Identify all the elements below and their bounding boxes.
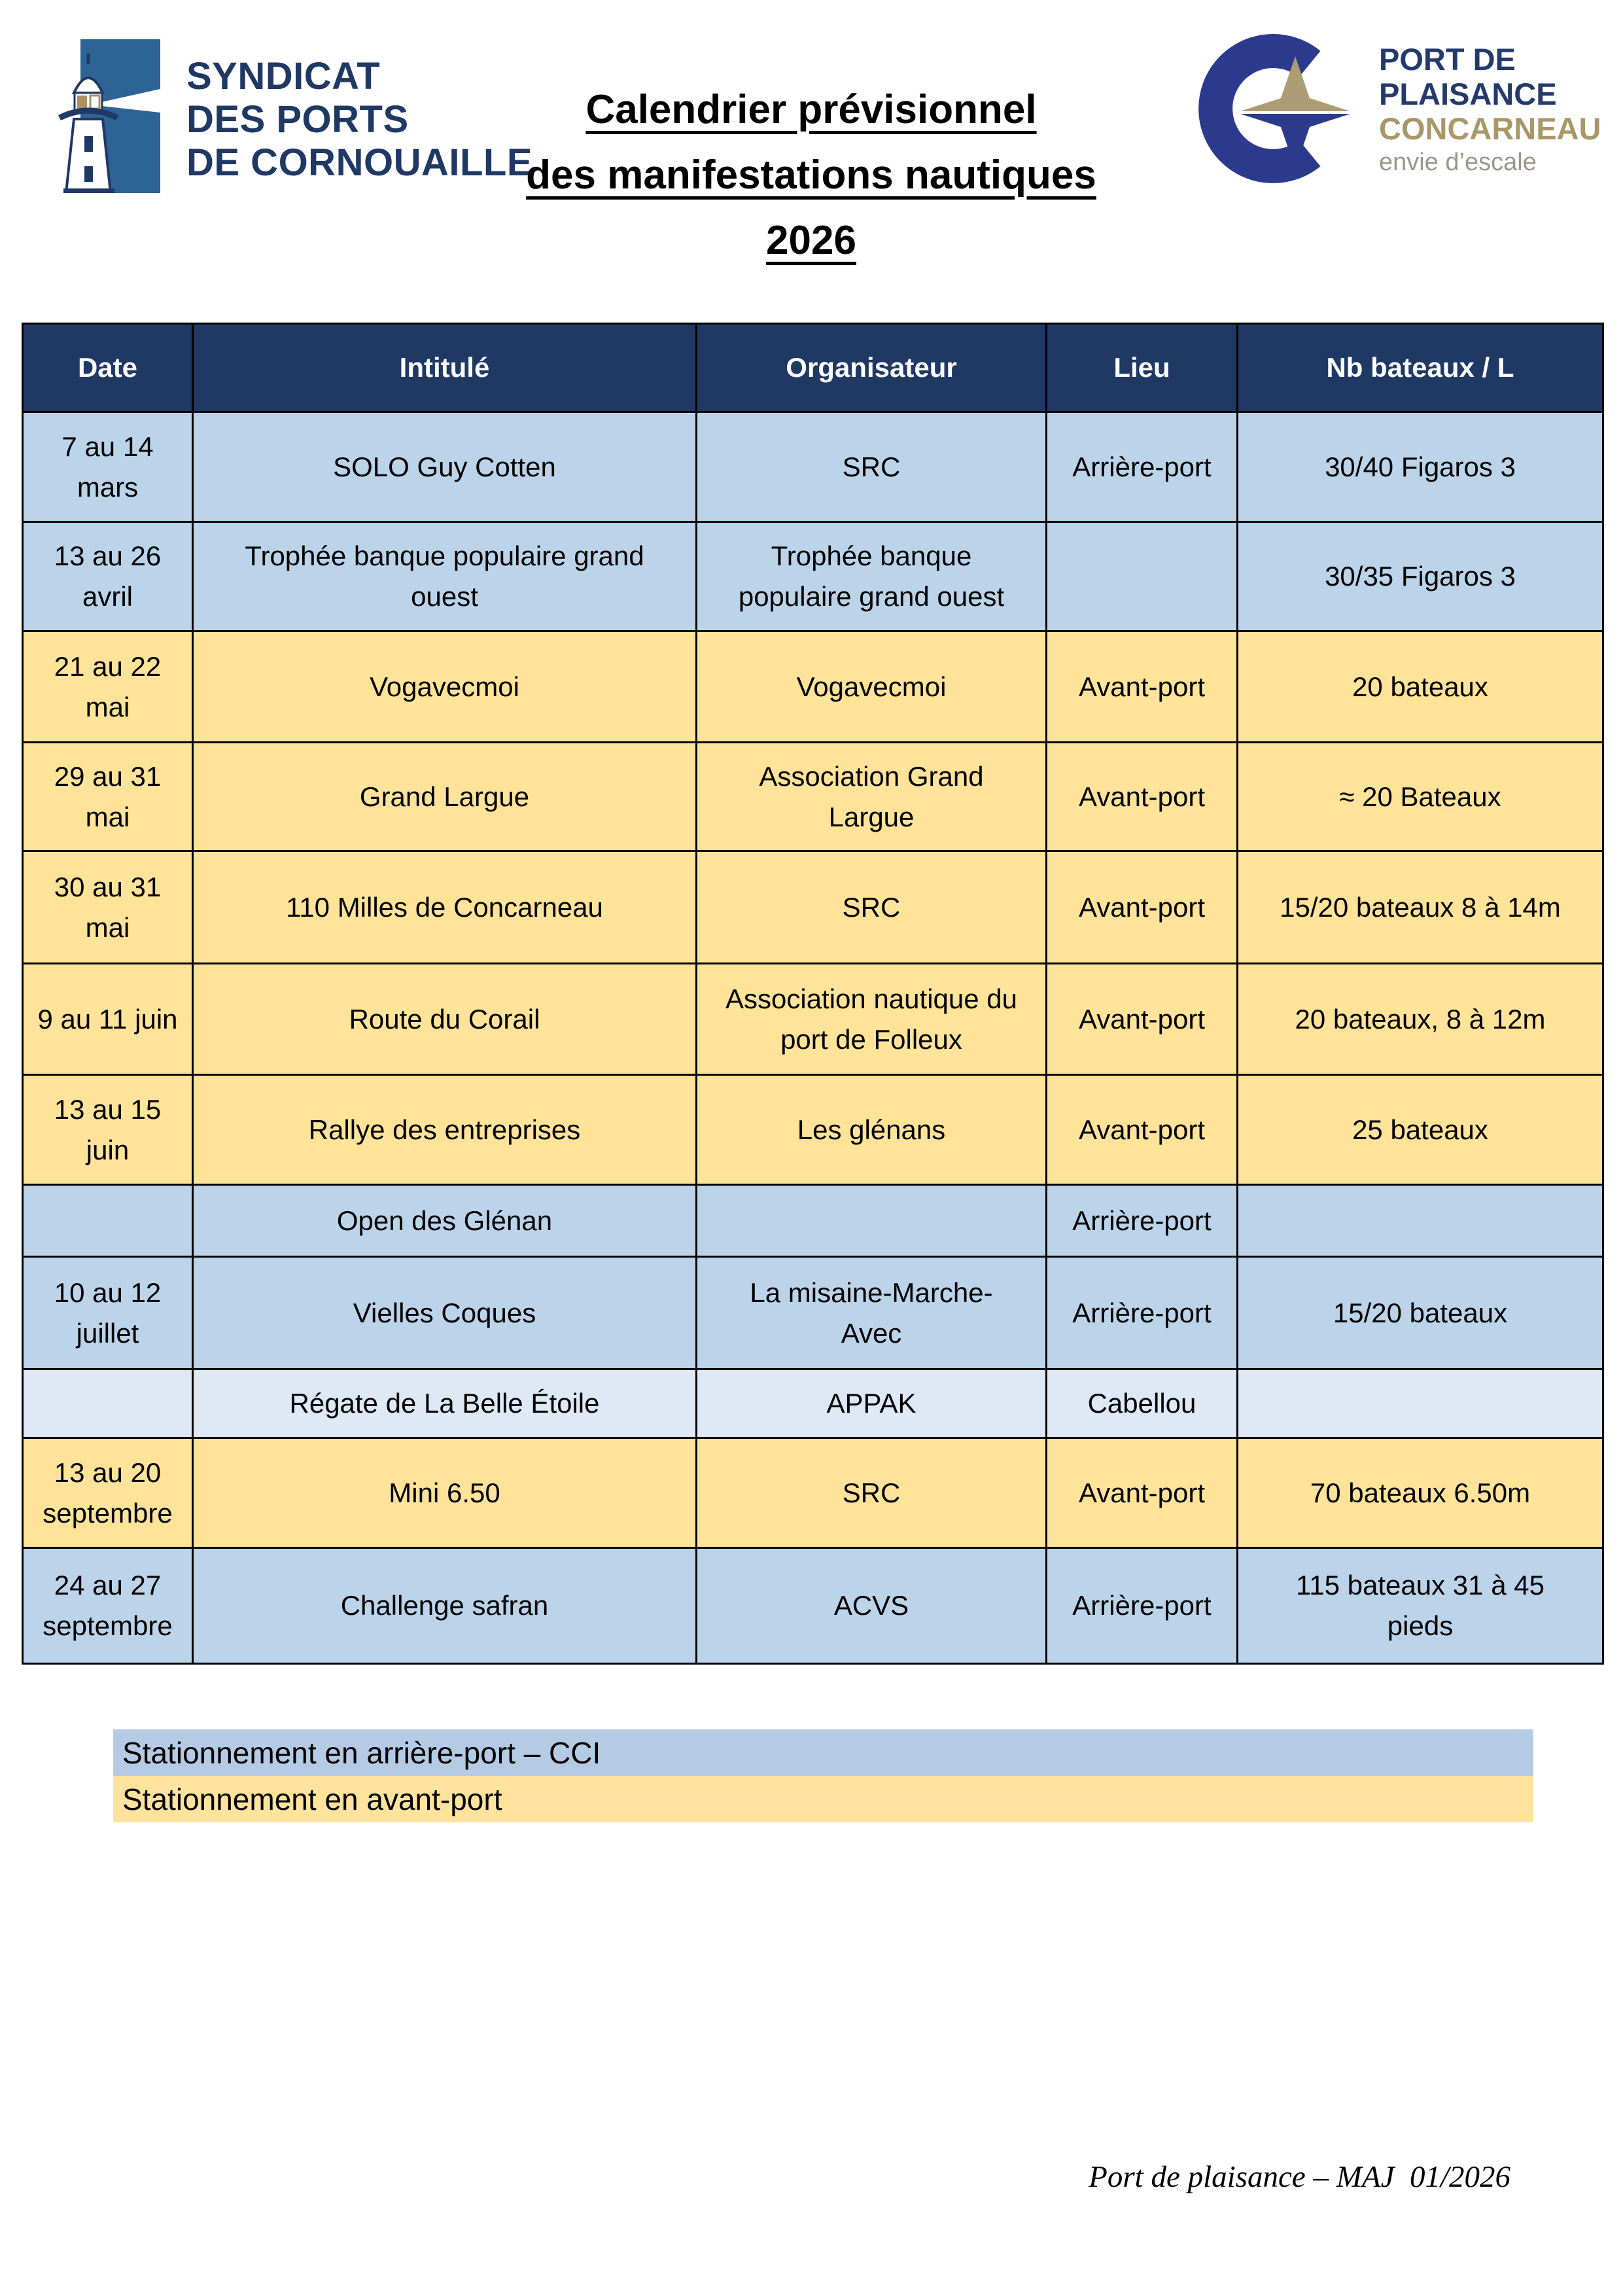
cell-intitule: 110 Milles de Concarneau [192, 850, 697, 964]
cell-date: 13 au 26 avril [22, 521, 194, 632]
cell-lieu: Arrière-port [1045, 411, 1238, 523]
cell-date [22, 1184, 194, 1258]
table-row: 10 au 12 juillet Vielles Coques La misai… [22, 1256, 1604, 1370]
cell-intitule: Vielles Coques [192, 1256, 697, 1370]
cell-lieu: Avant-port [1045, 850, 1238, 964]
cell-lieu: Cabellou [1045, 1368, 1238, 1439]
cell-lieu: Arrière-port [1045, 1184, 1238, 1258]
cell-lieu: Avant-port [1045, 630, 1238, 743]
column-header-date: Date [22, 323, 194, 413]
cell-organisateur [695, 1184, 1047, 1258]
cell-nb: 15/20 bateaux 8 à 14m [1236, 850, 1604, 964]
cell-lieu: Avant-port [1045, 963, 1238, 1076]
cell-date: 24 au 27 septembre [22, 1547, 194, 1665]
cell-nb: 25 bateaux [1236, 1074, 1604, 1186]
cell-organisateur: SRC [695, 1437, 1047, 1549]
port-plaisance-text: PORT DE PLAISANCE CONCARNEAU envie d’esc… [1379, 42, 1601, 179]
cell-organisateur: SRC [695, 850, 1047, 964]
cell-intitule: Challenge safran [192, 1547, 697, 1665]
column-header-nb-bateaux: Nb bateaux / L [1236, 323, 1604, 413]
cell-date: 7 au 14 mars [22, 411, 194, 523]
cell-lieu: Avant-port [1045, 1437, 1238, 1549]
cell-nb: 15/20 bateaux [1236, 1256, 1604, 1370]
cell-organisateur: APPAK [695, 1368, 1047, 1439]
cell-nb: 20 bateaux [1236, 630, 1604, 743]
footer-note: Port de plaisance – MAJ 01/2026 [1089, 2160, 1510, 2194]
table-row: 9 au 11 juin Route du Corail Association… [22, 963, 1604, 1076]
cell-date: 13 au 15 juin [22, 1074, 194, 1186]
cell-intitule: Grand Largue [192, 741, 697, 852]
cell-lieu [1045, 521, 1238, 632]
title-line-2: des manifestations nautiques [526, 152, 1096, 198]
table-row: 21 au 22 mai Vogavecmoi Vogavecmoi Avant… [22, 630, 1604, 743]
column-header-organisateur: Organisateur [695, 323, 1047, 413]
column-header-lieu: Lieu [1045, 323, 1238, 413]
port-text-line-1: PORT DE [1379, 42, 1516, 77]
cell-nb [1236, 1184, 1604, 1258]
cell-lieu: Arrière-port [1045, 1547, 1238, 1665]
cell-intitule: Mini 6.50 [192, 1437, 697, 1549]
port-plaisance-logo [1185, 30, 1369, 194]
cell-nb [1236, 1368, 1604, 1439]
cell-intitule: Trophée banque populaire grand ouest [192, 521, 697, 632]
table-header-row: Date Intitulé Organisateur Lieu Nb batea… [22, 323, 1604, 413]
table-row: Open des Glénan Arrière-port [22, 1184, 1604, 1258]
cell-intitule: Vogavecmoi [192, 630, 697, 743]
cell-date: 13 au 20 septembre [22, 1437, 194, 1549]
cell-date: 10 au 12 juillet [22, 1256, 194, 1370]
cell-organisateur: Vogavecmoi [695, 630, 1047, 743]
cell-organisateur: SRC [695, 411, 1047, 523]
cell-date: 29 au 31 mai [22, 741, 194, 852]
syndicat-logo-text: SYNDICAT DES PORTS DE CORNOUAILLE [186, 55, 532, 184]
port-text-line-2: PLAISANCE [1379, 77, 1557, 111]
table-row: 30 au 31 mai 110 Milles de Concarneau SR… [22, 850, 1604, 964]
lighthouse-icon [56, 39, 170, 196]
cell-organisateur: Association Grand Largue [695, 741, 1047, 852]
cell-lieu: Arrière-port [1045, 1256, 1238, 1370]
events-table: Date Intitulé Organisateur Lieu Nb batea… [22, 323, 1604, 1665]
cell-organisateur: Association nautique du port de Folleux [695, 963, 1047, 1076]
port-concarneau-icon [1185, 34, 1369, 193]
page-title: Calendrier prévisionnel des manifestatio… [379, 77, 1243, 274]
port-text-line-3: CONCARNEAU [1379, 111, 1601, 146]
cell-intitule: Open des Glénan [192, 1184, 697, 1258]
table-row: 24 au 27 septembre Challenge safran ACVS… [22, 1547, 1604, 1665]
cell-date [22, 1368, 194, 1439]
table-row: 29 au 31 mai Grand Largue Association Gr… [22, 741, 1604, 852]
cell-organisateur: Trophée banque populaire grand ouest [695, 521, 1047, 632]
cell-nb: 70 bateaux 6.50m [1236, 1437, 1604, 1549]
cell-nb: 115 bateaux 31 à 45 pieds [1236, 1547, 1604, 1665]
legend-item-avant-port: Stationnement en avant-port [113, 1776, 1533, 1822]
cell-intitule: Régate de La Belle Étoile [192, 1368, 697, 1439]
title-line-3: 2026 [766, 218, 856, 263]
cell-date: 21 au 22 mai [22, 630, 194, 743]
syndicat-logo [56, 39, 170, 196]
cell-nb: ≈ 20 Bateaux [1236, 741, 1604, 852]
table-row: 13 au 15 juin Rallye des entreprises Les… [22, 1074, 1604, 1186]
cell-nb: 30/35 Figaros 3 [1236, 521, 1604, 632]
legend: Stationnement en arrière-port – CCI Stat… [113, 1729, 1533, 1822]
column-header-intitule: Intitulé [192, 323, 697, 413]
cell-intitule: SOLO Guy Cotten [192, 411, 697, 523]
cell-intitule: Route du Corail [192, 963, 697, 1076]
cell-lieu: Avant-port [1045, 741, 1238, 852]
cell-organisateur: ACVS [695, 1547, 1047, 1665]
port-text-tagline: envie d’escale [1379, 149, 1537, 176]
table-row: 7 au 14 mars SOLO Guy Cotten SRC Arrière… [22, 411, 1604, 523]
cell-nb: 30/40 Figaros 3 [1236, 411, 1604, 523]
cell-intitule: Rallye des entreprises [192, 1074, 697, 1186]
cell-lieu: Avant-port [1045, 1074, 1238, 1186]
table-row: 13 au 26 avril Trophée banque populaire … [22, 521, 1604, 632]
table-row: 13 au 20 septembre Mini 6.50 SRC Avant-p… [22, 1437, 1604, 1549]
cell-date: 30 au 31 mai [22, 850, 194, 964]
legend-item-arriere-port: Stationnement en arrière-port – CCI [113, 1729, 1533, 1776]
cell-organisateur: La misaine-Marche- Avec [695, 1256, 1047, 1370]
table-row: Régate de La Belle Étoile APPAK Cabellou [22, 1368, 1604, 1439]
cell-date: 9 au 11 juin [22, 963, 194, 1076]
title-line-1: Calendrier prévisionnel [585, 87, 1037, 132]
cell-organisateur: Les glénans [695, 1074, 1047, 1186]
cell-nb: 20 bateaux, 8 à 12m [1236, 963, 1604, 1076]
